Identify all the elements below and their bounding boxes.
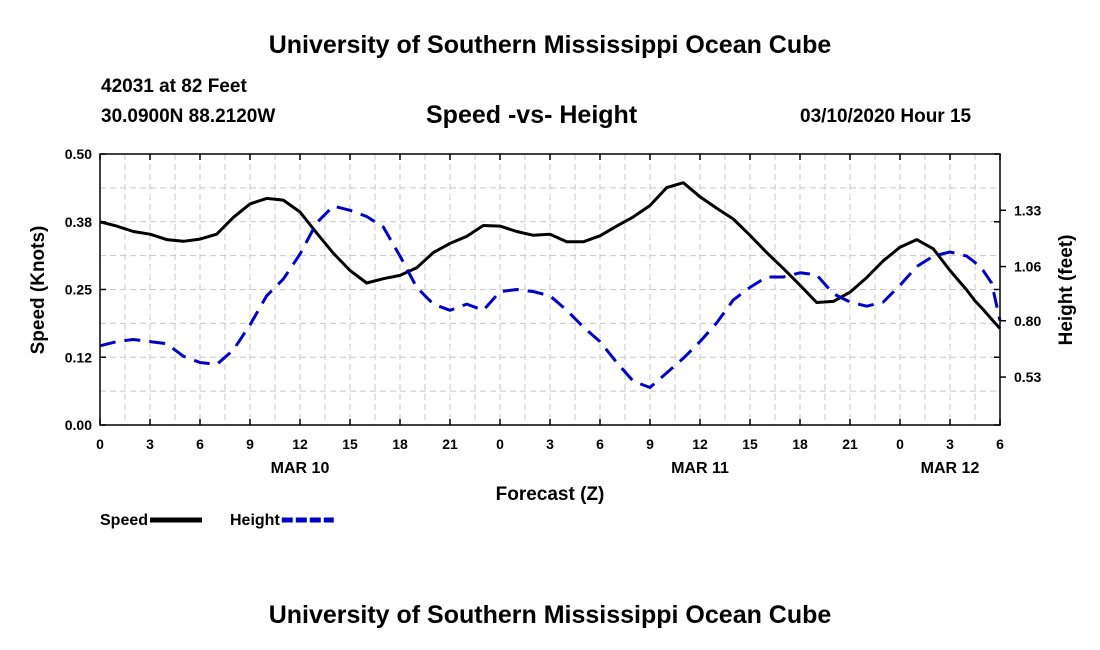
y-right-axis-title: Height (feet) <box>1056 235 1077 346</box>
x-tick-label: 21 <box>842 436 858 452</box>
x-tick-label: 21 <box>442 436 458 452</box>
station-label: 42031 at 82 Feet <box>101 76 247 97</box>
page-title-top: University of Southern Mississippi Ocean… <box>268 31 832 59</box>
y-left-axis-title: Speed (Knots) <box>28 226 49 355</box>
y-right-tick-label: 1.06 <box>1014 259 1041 275</box>
y-right-tick-label: 0.53 <box>1014 369 1041 385</box>
y-left-tick-label: 0.12 <box>65 349 92 365</box>
date-label: MAR 12 <box>921 460 980 477</box>
x-tick-label: 6 <box>596 436 604 452</box>
coordinates-label: 30.0900N 88.2120W <box>101 106 276 127</box>
y-left-tick-label: 0.25 <box>65 282 92 298</box>
x-tick-label: 15 <box>342 436 358 452</box>
x-tick-label: 3 <box>546 436 554 452</box>
x-tick-label: 15 <box>742 436 758 452</box>
grid <box>100 154 1000 425</box>
height-line <box>99 204 1002 389</box>
x-tick-label: 6 <box>196 436 204 452</box>
y-left-tick-label: 0.00 <box>65 417 92 433</box>
y-left-tick-label: 0.50 <box>65 146 92 162</box>
speed-line <box>99 181 1002 330</box>
x-tick-label: 18 <box>392 436 408 452</box>
x-tick-label: 6 <box>996 436 1004 452</box>
x-tick-label: 3 <box>146 436 154 452</box>
axes <box>99 153 1006 426</box>
x-tick-label: 0 <box>496 436 504 452</box>
legend-label-height: Height <box>230 512 280 529</box>
x-tick-label: 12 <box>292 436 308 452</box>
legend-label-speed: Speed <box>100 512 148 529</box>
y-right-tick-label: 0.80 <box>1014 313 1041 329</box>
x-tick-label: 9 <box>246 436 254 452</box>
x-tick-label: 18 <box>792 436 808 452</box>
x-axis-title: Forecast (Z) <box>496 484 605 505</box>
y-left-tick-label: 0.38 <box>65 214 92 230</box>
axis-labels: 0.00 0.12 0.25 0.38 0.50 0.53 0.80 1.06 1.33 0 3 6 9… <box>28 146 1077 505</box>
date-label: MAR 11 <box>671 460 729 477</box>
page-title-bottom: University of Southern Mississippi Ocean… <box>268 601 832 629</box>
x-tick-label: 3 <box>946 436 954 452</box>
x-tick-label: 12 <box>692 436 708 452</box>
chart-subtitle: Speed -vs- Height <box>426 101 638 129</box>
x-tick-label: 9 <box>646 436 654 452</box>
date-label: MAR 10 <box>271 460 330 477</box>
datetime-label: 03/10/2020 Hour 15 <box>800 106 972 127</box>
series-lines <box>99 181 1002 389</box>
legend: Speed Height <box>100 512 334 529</box>
y-right-tick-label: 1.33 <box>1014 202 1041 218</box>
x-tick-label: 0 <box>896 436 904 452</box>
x-tick-label: 0 <box>96 436 104 452</box>
